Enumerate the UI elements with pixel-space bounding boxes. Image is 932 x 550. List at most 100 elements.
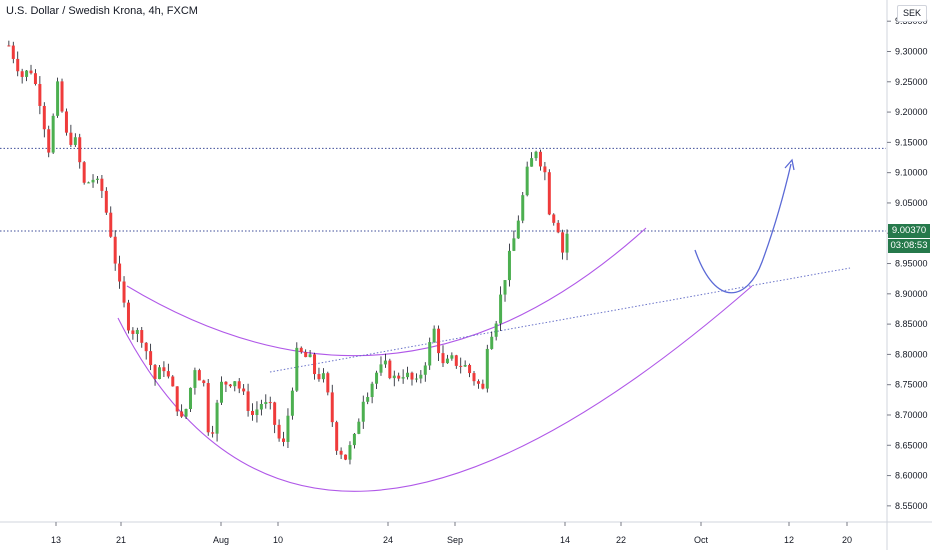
candle-body xyxy=(379,364,383,373)
candle xyxy=(344,454,348,461)
candle-body xyxy=(339,450,343,455)
candle-body xyxy=(375,372,379,384)
horizontal-lines[interactable] xyxy=(0,147,886,232)
candle-body xyxy=(135,330,139,334)
drawings[interactable] xyxy=(117,158,851,492)
candle xyxy=(42,102,46,138)
candle xyxy=(530,152,534,167)
candle-body xyxy=(468,364,472,374)
candle xyxy=(38,76,42,115)
candle-body xyxy=(95,178,99,180)
candle-body xyxy=(450,355,454,359)
candle-body xyxy=(335,422,339,451)
candle-body xyxy=(432,328,436,343)
candle-body xyxy=(286,415,290,442)
candle xyxy=(538,149,542,171)
price-tick-label: 9.10000 xyxy=(895,168,928,178)
candle-body xyxy=(242,388,246,392)
candle xyxy=(335,420,339,455)
time-axis[interactable]: 13 21 Aug 10 24 Sep 14 22 Oct 12 20 xyxy=(51,522,852,545)
candle xyxy=(348,441,352,465)
candle xyxy=(565,229,569,261)
candle xyxy=(370,381,374,404)
candle-body xyxy=(352,433,356,446)
candle-body xyxy=(361,401,365,422)
price-tick-label: 8.65000 xyxy=(895,440,928,450)
candle xyxy=(29,64,33,75)
candle xyxy=(25,69,29,82)
candle xyxy=(171,375,175,387)
candle-body xyxy=(82,162,86,183)
candle xyxy=(51,113,55,155)
candle xyxy=(534,150,538,161)
candle-body xyxy=(153,365,157,380)
candle-body xyxy=(521,195,525,221)
candle-body xyxy=(118,263,122,282)
candle-body xyxy=(282,438,286,442)
candle xyxy=(246,383,250,417)
candle xyxy=(410,371,414,386)
candle xyxy=(361,395,365,429)
candle-body xyxy=(60,81,64,112)
candle-body xyxy=(507,250,511,281)
candle xyxy=(109,206,113,238)
candle xyxy=(197,368,201,381)
candle xyxy=(140,326,144,348)
candle-body xyxy=(565,233,569,253)
candle-body xyxy=(104,190,108,213)
candle-body xyxy=(423,365,427,375)
candle-body xyxy=(91,179,95,183)
candle xyxy=(525,161,529,197)
candle-body xyxy=(534,151,538,159)
candle-body xyxy=(255,409,259,415)
candle xyxy=(308,349,312,358)
candle-body xyxy=(47,129,51,153)
candles xyxy=(7,40,569,465)
candle xyxy=(437,325,441,361)
candle-body xyxy=(277,424,281,439)
candle xyxy=(135,327,139,343)
candle-body xyxy=(51,115,55,153)
candle xyxy=(64,108,68,136)
candle xyxy=(95,175,99,184)
candle xyxy=(237,378,241,394)
cup-upper-curve xyxy=(126,227,647,357)
projection-arrow xyxy=(694,163,792,294)
candle xyxy=(233,380,237,392)
candle xyxy=(450,352,454,361)
candle-body xyxy=(73,137,77,145)
currency-button[interactable]: SEK xyxy=(897,5,927,22)
candle-body xyxy=(503,280,507,295)
candle xyxy=(228,383,232,388)
candle xyxy=(220,376,223,405)
candle xyxy=(556,220,560,234)
candle-body xyxy=(561,232,565,253)
time-tick-label: 14 xyxy=(560,535,570,545)
candle xyxy=(33,69,37,86)
candle xyxy=(273,401,277,434)
candle xyxy=(20,68,24,84)
candle-body xyxy=(113,236,117,264)
candle-body xyxy=(344,454,348,460)
candle xyxy=(282,431,286,447)
candle xyxy=(11,41,15,64)
candle-body xyxy=(171,376,175,387)
candle xyxy=(180,404,184,418)
candle-body xyxy=(401,377,405,379)
candle-body xyxy=(126,302,130,331)
candle-body xyxy=(197,370,201,381)
candle-body xyxy=(220,381,223,403)
candle-body xyxy=(56,81,60,116)
candle-body xyxy=(175,386,179,412)
candle xyxy=(512,230,516,252)
candle xyxy=(188,387,192,413)
candle xyxy=(56,77,60,118)
candle xyxy=(441,345,445,367)
candle xyxy=(490,331,494,350)
candle xyxy=(397,372,401,382)
candle-body xyxy=(251,410,255,415)
candle xyxy=(547,169,551,216)
